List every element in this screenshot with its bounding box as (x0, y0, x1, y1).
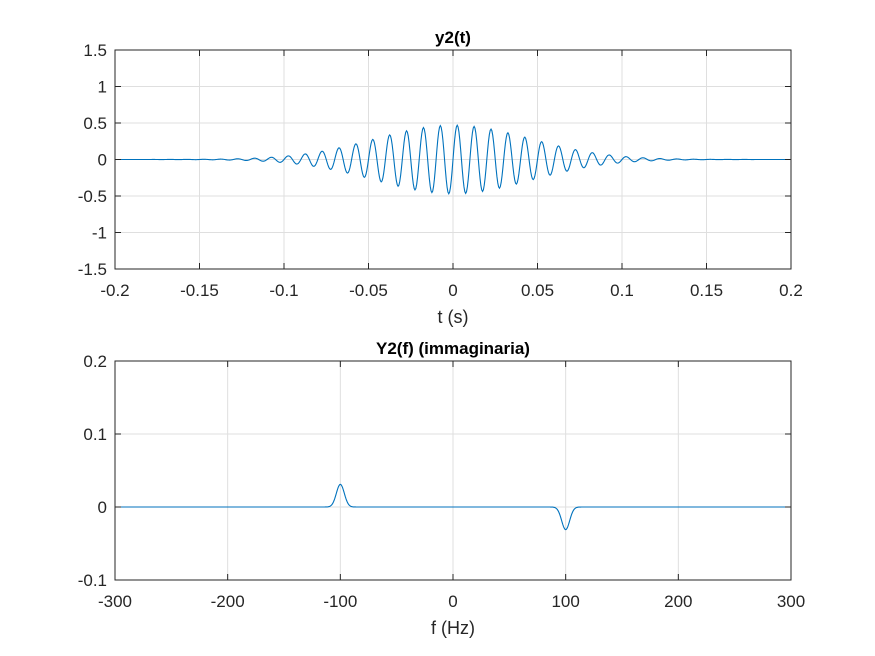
time-plot-ytick-label: -1.5 (78, 260, 107, 279)
time-plot-ytick-label: -0.5 (78, 187, 107, 206)
freq-plot-ytick-label: -0.1 (78, 571, 107, 590)
time-plot-xtick-label: 0.15 (690, 281, 723, 300)
freq-plot-xlabel: f (Hz) (431, 618, 475, 638)
freq-plot-xtick-label: 300 (777, 592, 805, 611)
freq-plot-xtick-label: -300 (98, 592, 132, 611)
time-plot-area (115, 124, 791, 195)
freq-plot-xtick-label: 0 (448, 592, 457, 611)
time-plot-xtick-label: 0 (448, 281, 457, 300)
time-plot-ytick-label: 1 (98, 78, 107, 97)
time-plot-xtick-label: 0.05 (521, 281, 554, 300)
time-plot-xlabel: t (s) (438, 307, 469, 327)
time-plot-ytick-label: 0 (98, 151, 107, 170)
freq-plot-ytick-label: 0.1 (83, 425, 107, 444)
freq-plot-area (115, 483, 791, 531)
freq-plot-xtick-label: 200 (664, 592, 692, 611)
freq-plot-xtick-label: -100 (323, 592, 357, 611)
time-plot-xtick-label: -0.05 (349, 281, 388, 300)
freq-plot-xtick-label: -200 (211, 592, 245, 611)
freq-plot-ytick-label: 0.2 (83, 352, 107, 371)
time-domain-plot: -0.2 -0.15 -0.1 -0.05 0 0.05 0.1 0.15 0.2 -1.5 -1 -… (78, 28, 803, 327)
time-plot-xtick-label: -0.1 (269, 281, 298, 300)
time-plot-series-line (115, 124, 791, 195)
time-plot-ytick-label: -1 (92, 224, 107, 243)
time-plot-ytick-label: 1.5 (83, 41, 107, 60)
freq-plot-grid (114, 360, 792, 581)
freq-plot-xtick-label: 100 (551, 592, 579, 611)
time-plot-xtick-label: 0.1 (610, 281, 634, 300)
time-plot-xtick-label: -0.2 (100, 281, 129, 300)
freq-plot-series-line (115, 483, 791, 531)
frequency-domain-plot: -300 -200 -100 0 100 200 300 -0.1 0 0.1 0.2 Y2(f) … (78, 339, 805, 638)
time-plot-xtick-label: 0.2 (779, 281, 803, 300)
freq-plot-ticks: -300 -200 -100 0 100 200 300 -0.1 0 0.1 0.2 (78, 352, 805, 611)
freq-plot-title: Y2(f) (immaginaria) (376, 339, 530, 358)
time-plot-title: y2(t) (435, 28, 471, 47)
time-plot-xtick-label: -0.15 (180, 281, 219, 300)
time-plot-ytick-label: 0.5 (83, 114, 107, 133)
time-plot-ticks: -0.2 -0.15 -0.1 -0.05 0 0.05 0.1 0.15 0.2 -1.5 -1 -… (78, 41, 803, 300)
freq-plot-ytick-label: 0 (98, 498, 107, 517)
